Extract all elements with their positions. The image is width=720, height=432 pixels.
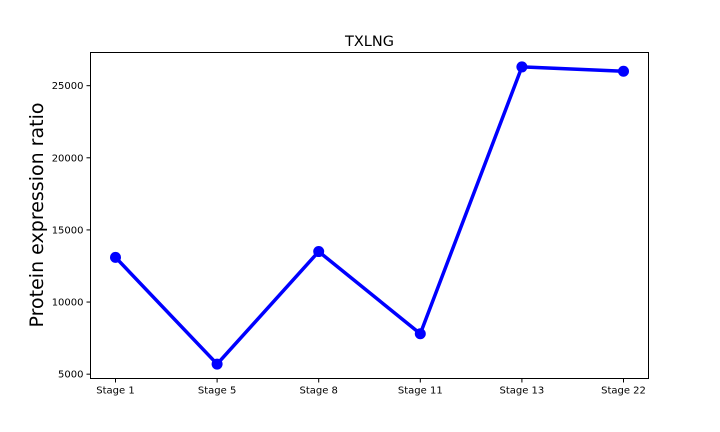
data-point [516,61,528,73]
y-tick-label: 5000 [58,370,83,381]
y-tick-label: 10000 [52,298,84,309]
x-tick-label: Stage 22 [601,386,646,397]
y-tick-label: 20000 [52,153,84,164]
x-tick-label: Stage 13 [499,386,544,397]
x-tick-label: Stage 8 [299,386,337,397]
data-point [414,328,426,340]
data-point [211,358,223,370]
y-axis-label: Protein expression ratio [26,103,48,328]
y-axis: 5000 10000 15000 20000 25000 [52,81,91,381]
series-group [110,61,629,370]
chart-title: TXLNG [344,34,394,50]
plot-area-frame [90,52,649,379]
x-tick-label: Stage 11 [398,386,443,397]
x-tick-label: Stage 5 [198,386,236,397]
data-point [618,65,629,77]
x-tick-label: Stage 1 [96,386,134,397]
x-axis: Stage 1 Stage 5 Stage 8 Stage 11 Stage 13 Sta… [96,378,646,397]
y-tick-label: 15000 [52,225,84,236]
data-point [313,246,325,258]
y-tick-label: 25000 [52,81,84,92]
data-point [110,251,121,263]
series-line [113,65,626,366]
